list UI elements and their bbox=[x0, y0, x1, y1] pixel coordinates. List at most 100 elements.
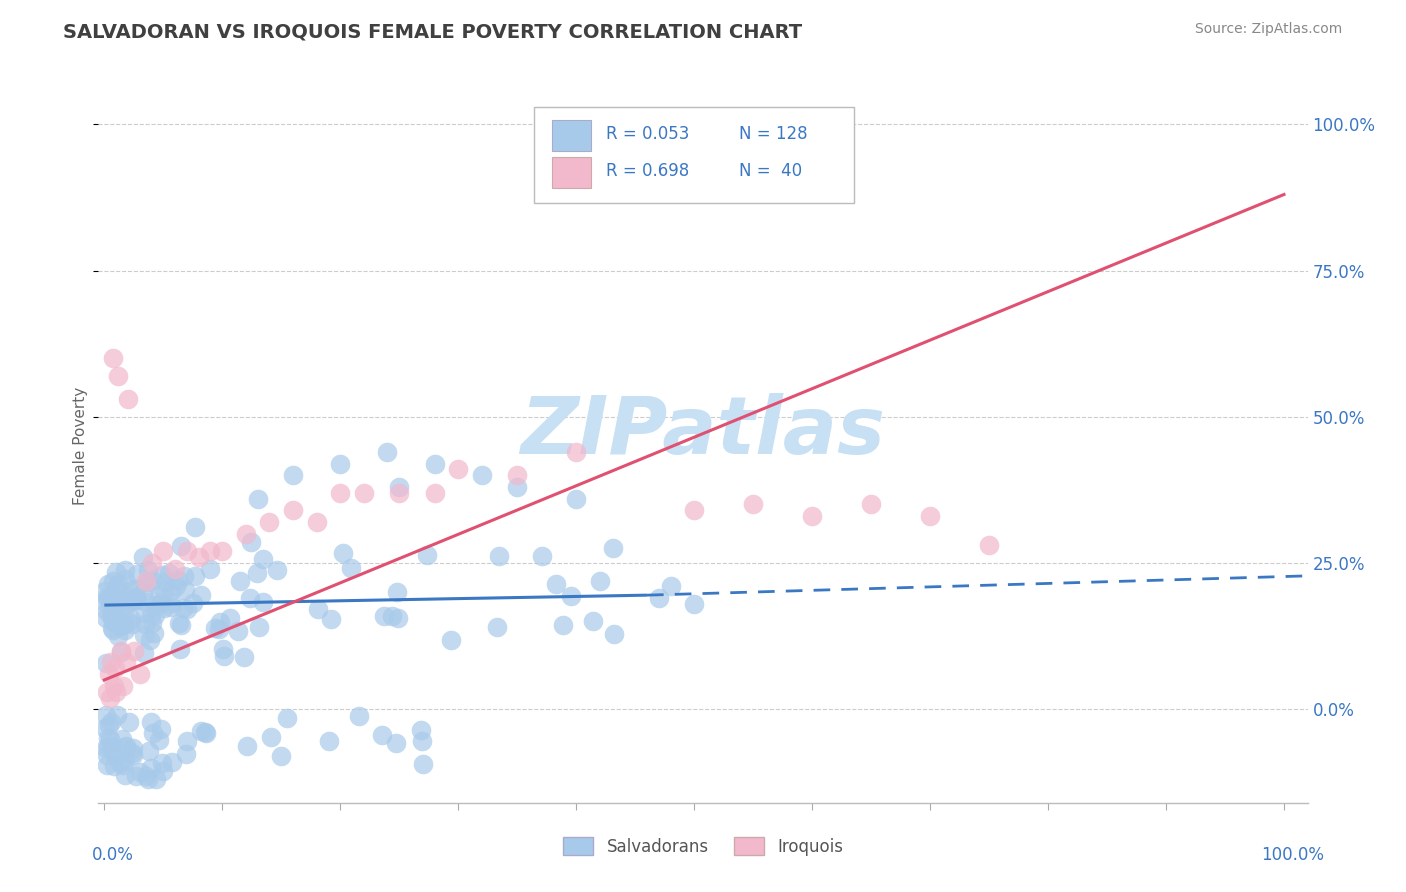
Point bbox=[127, 592, 149, 607]
Point bbox=[139, 632, 162, 647]
Point bbox=[100, 621, 122, 635]
Point bbox=[108, 756, 131, 770]
Point bbox=[125, 590, 148, 604]
Point bbox=[240, 535, 263, 549]
Point bbox=[160, 599, 183, 614]
Point bbox=[232, 650, 254, 665]
Point bbox=[145, 598, 167, 612]
Point bbox=[281, 503, 304, 517]
Point bbox=[153, 584, 176, 599]
Point bbox=[110, 645, 132, 659]
Point bbox=[114, 572, 136, 586]
Point bbox=[235, 526, 257, 541]
Point bbox=[96, 656, 118, 670]
Point bbox=[112, 616, 135, 631]
Point bbox=[112, 757, 135, 772]
Point bbox=[141, 573, 163, 587]
Point bbox=[208, 615, 231, 629]
Point bbox=[104, 748, 127, 763]
Point bbox=[97, 717, 120, 731]
Point bbox=[377, 445, 399, 459]
Y-axis label: Female Poverty: Female Poverty bbox=[73, 387, 87, 505]
Point bbox=[103, 574, 125, 589]
Point bbox=[97, 731, 120, 746]
Point bbox=[148, 733, 170, 747]
Point bbox=[121, 616, 143, 631]
Point bbox=[98, 690, 121, 705]
Point bbox=[117, 392, 139, 407]
Legend: Salvadorans, Iroquois: Salvadorans, Iroquois bbox=[557, 830, 849, 863]
Point bbox=[387, 611, 409, 625]
Point bbox=[683, 503, 706, 517]
Point bbox=[121, 582, 143, 596]
Point bbox=[141, 615, 163, 630]
Point bbox=[169, 617, 191, 632]
Point bbox=[103, 615, 125, 629]
Point bbox=[142, 625, 165, 640]
Point bbox=[266, 563, 288, 577]
Point bbox=[96, 758, 118, 772]
Point bbox=[204, 621, 226, 635]
Point bbox=[100, 740, 122, 755]
Point bbox=[101, 607, 124, 622]
Point bbox=[100, 609, 122, 624]
Point bbox=[128, 667, 150, 681]
Point bbox=[118, 615, 141, 629]
Point bbox=[412, 757, 434, 772]
Point bbox=[149, 596, 172, 610]
Point bbox=[104, 615, 127, 629]
Point bbox=[122, 644, 145, 658]
Point bbox=[150, 756, 173, 770]
Point bbox=[471, 468, 494, 483]
Point bbox=[260, 730, 283, 744]
Point bbox=[211, 544, 233, 558]
Point bbox=[96, 604, 118, 618]
Point bbox=[329, 485, 352, 500]
Point bbox=[114, 624, 136, 638]
Point bbox=[683, 597, 706, 611]
Point bbox=[169, 642, 191, 657]
Point bbox=[125, 582, 148, 597]
Point bbox=[977, 538, 1000, 552]
Point bbox=[184, 569, 207, 583]
Point bbox=[246, 566, 269, 580]
Point bbox=[105, 708, 128, 723]
Point bbox=[103, 585, 125, 599]
Point bbox=[94, 584, 117, 599]
Point bbox=[416, 548, 439, 562]
Point bbox=[96, 748, 118, 763]
FancyBboxPatch shape bbox=[534, 107, 855, 203]
Point bbox=[659, 579, 682, 593]
Point bbox=[385, 735, 408, 749]
Point bbox=[176, 734, 198, 748]
Point bbox=[247, 620, 270, 634]
Point bbox=[165, 562, 187, 576]
Point bbox=[103, 623, 125, 637]
Point bbox=[139, 761, 162, 775]
Point bbox=[118, 715, 141, 730]
Point bbox=[110, 618, 132, 632]
Point bbox=[920, 509, 942, 524]
Point bbox=[96, 741, 118, 756]
Point bbox=[211, 642, 233, 657]
Point bbox=[165, 579, 187, 593]
Point bbox=[506, 480, 529, 494]
Text: SALVADORAN VS IROQUOIS FEMALE POVERTY CORRELATION CHART: SALVADORAN VS IROQUOIS FEMALE POVERTY CO… bbox=[63, 22, 803, 41]
Point bbox=[565, 445, 588, 459]
Point bbox=[135, 574, 157, 588]
Point bbox=[138, 744, 160, 758]
Point bbox=[252, 552, 274, 566]
Point bbox=[447, 462, 470, 476]
Point bbox=[173, 568, 195, 582]
Point bbox=[582, 614, 605, 628]
Point bbox=[208, 623, 231, 637]
Point bbox=[184, 520, 207, 534]
Point bbox=[187, 550, 209, 565]
Text: R = 0.698: R = 0.698 bbox=[606, 162, 689, 180]
Point bbox=[114, 739, 136, 753]
Point bbox=[152, 544, 174, 558]
Point bbox=[318, 734, 340, 748]
Point bbox=[136, 772, 159, 787]
Point bbox=[246, 491, 269, 506]
Text: 100.0%: 100.0% bbox=[1261, 846, 1324, 863]
